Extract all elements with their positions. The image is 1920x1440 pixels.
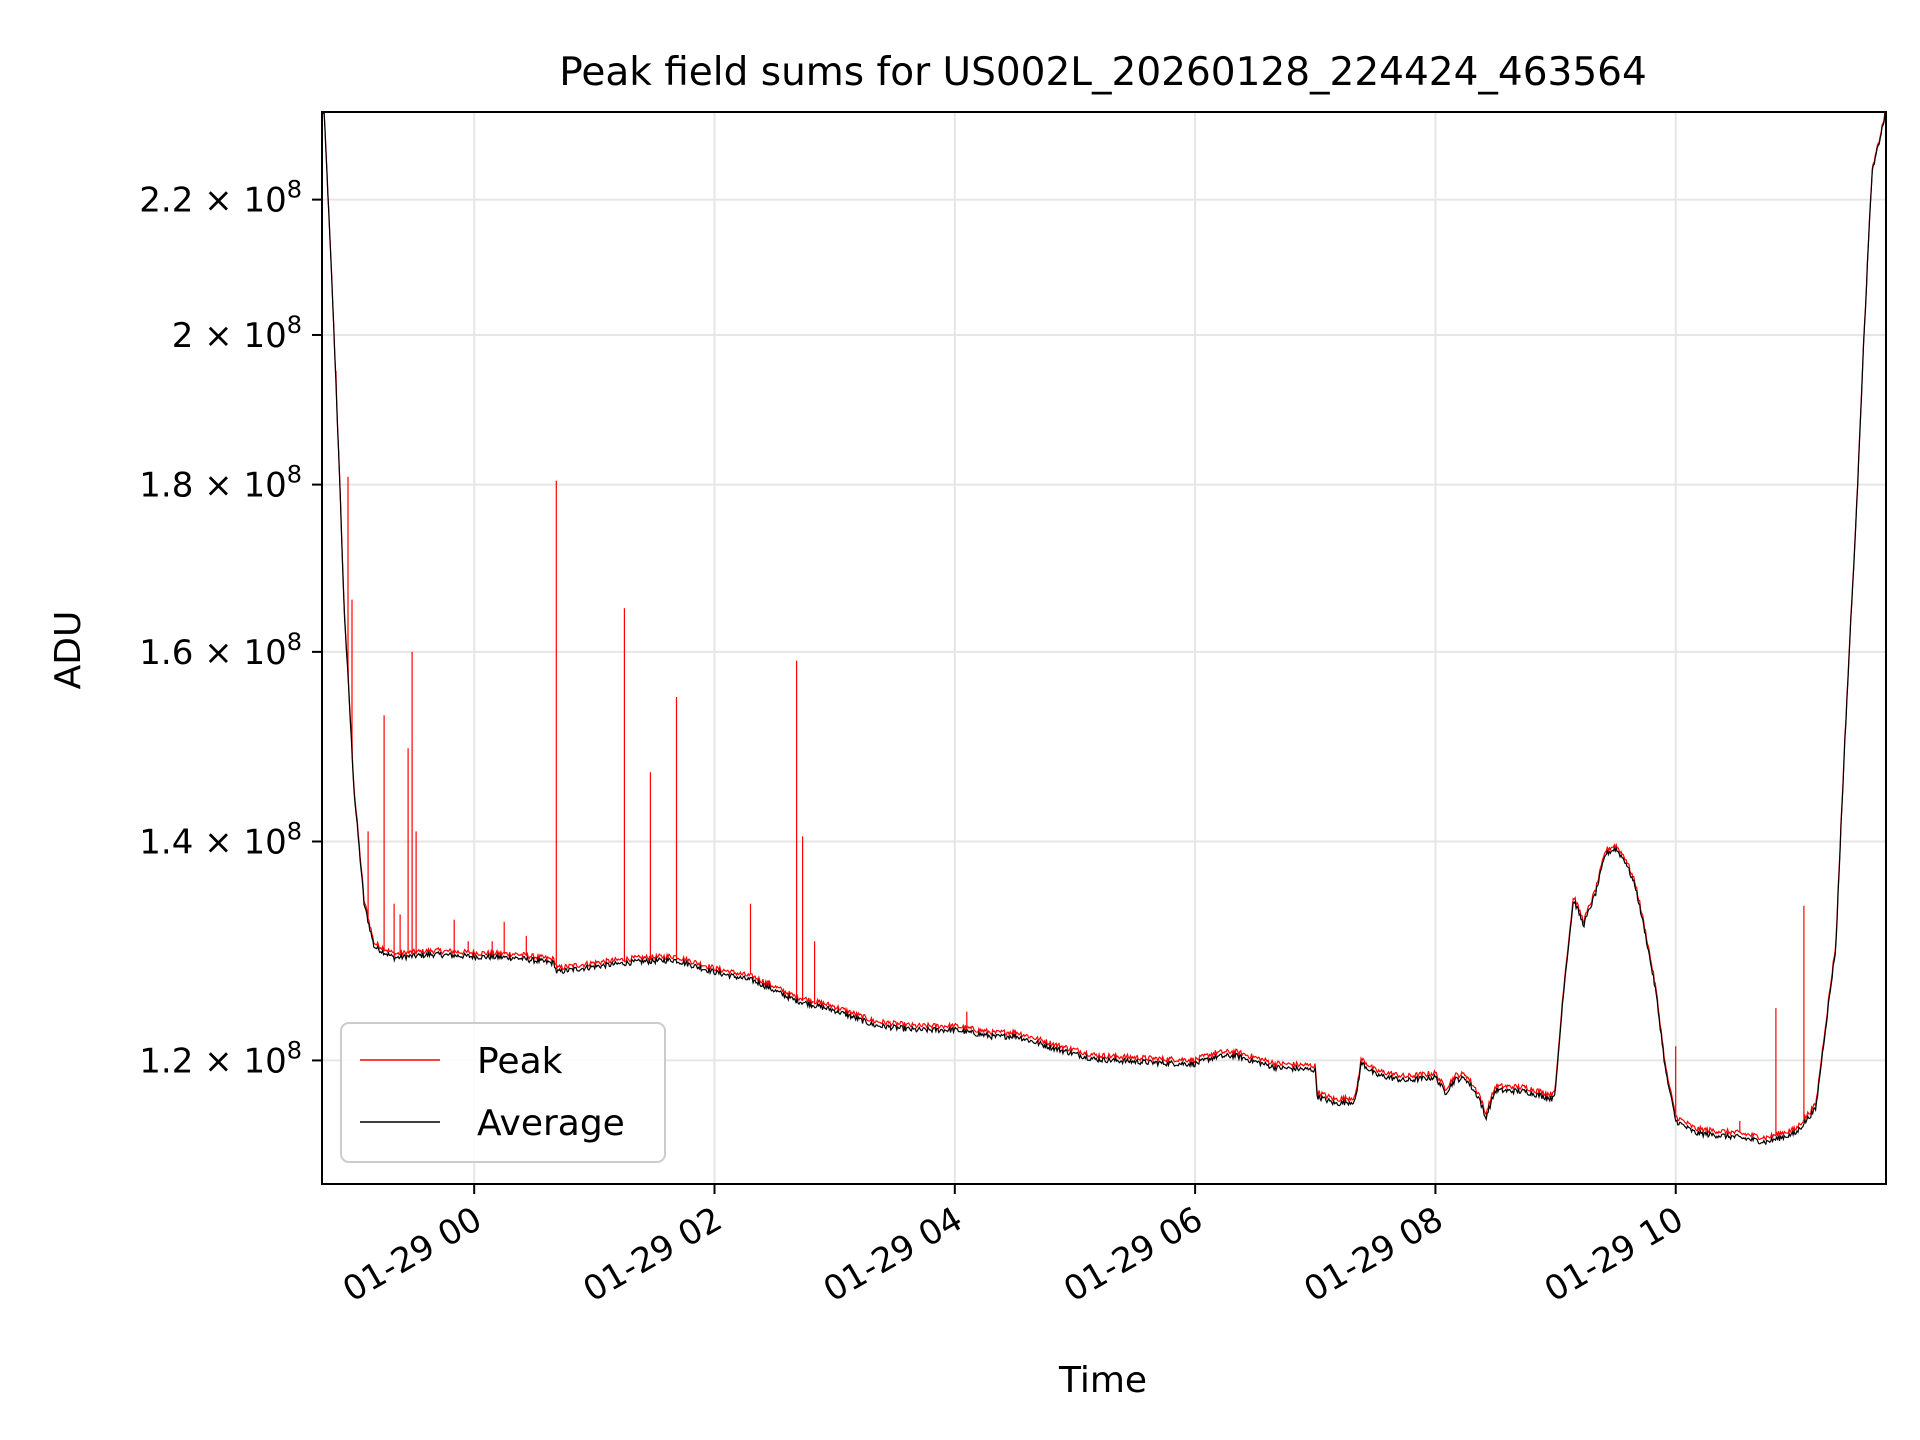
legend-peak-label: Peak <box>477 1041 563 1082</box>
plot-area <box>322 112 1886 1146</box>
plot-frame <box>321 111 1887 1185</box>
legend: Peak Average <box>340 1022 666 1163</box>
legend-average-label: Average <box>477 1103 625 1144</box>
y-tick-label: 1.4 × 108 <box>139 818 302 863</box>
legend-box <box>340 1022 666 1163</box>
series-peak-line <box>322 112 1886 1142</box>
y-tick-label: 1.2 × 108 <box>139 1036 302 1081</box>
y-tick-label: 2.2 × 108 <box>139 176 302 221</box>
y-tick-label: 2 × 108 <box>172 311 302 356</box>
grid <box>322 112 1886 1184</box>
y-axis: 1.2 × 108 1.4 × 108 1.6 × 108 1.8 × 108 2 × … <box>139 176 322 1081</box>
series-average-line <box>322 112 1886 1146</box>
y-tick-label: 1.8 × 108 <box>139 461 302 506</box>
x-axis-label: Time <box>1058 1360 1147 1401</box>
y-axis-label: ADU <box>48 611 89 690</box>
y-tick-label: 1.6 × 108 <box>139 628 302 673</box>
chart-title: Peak field sums for US002L_20260128_2244… <box>559 50 1647 95</box>
